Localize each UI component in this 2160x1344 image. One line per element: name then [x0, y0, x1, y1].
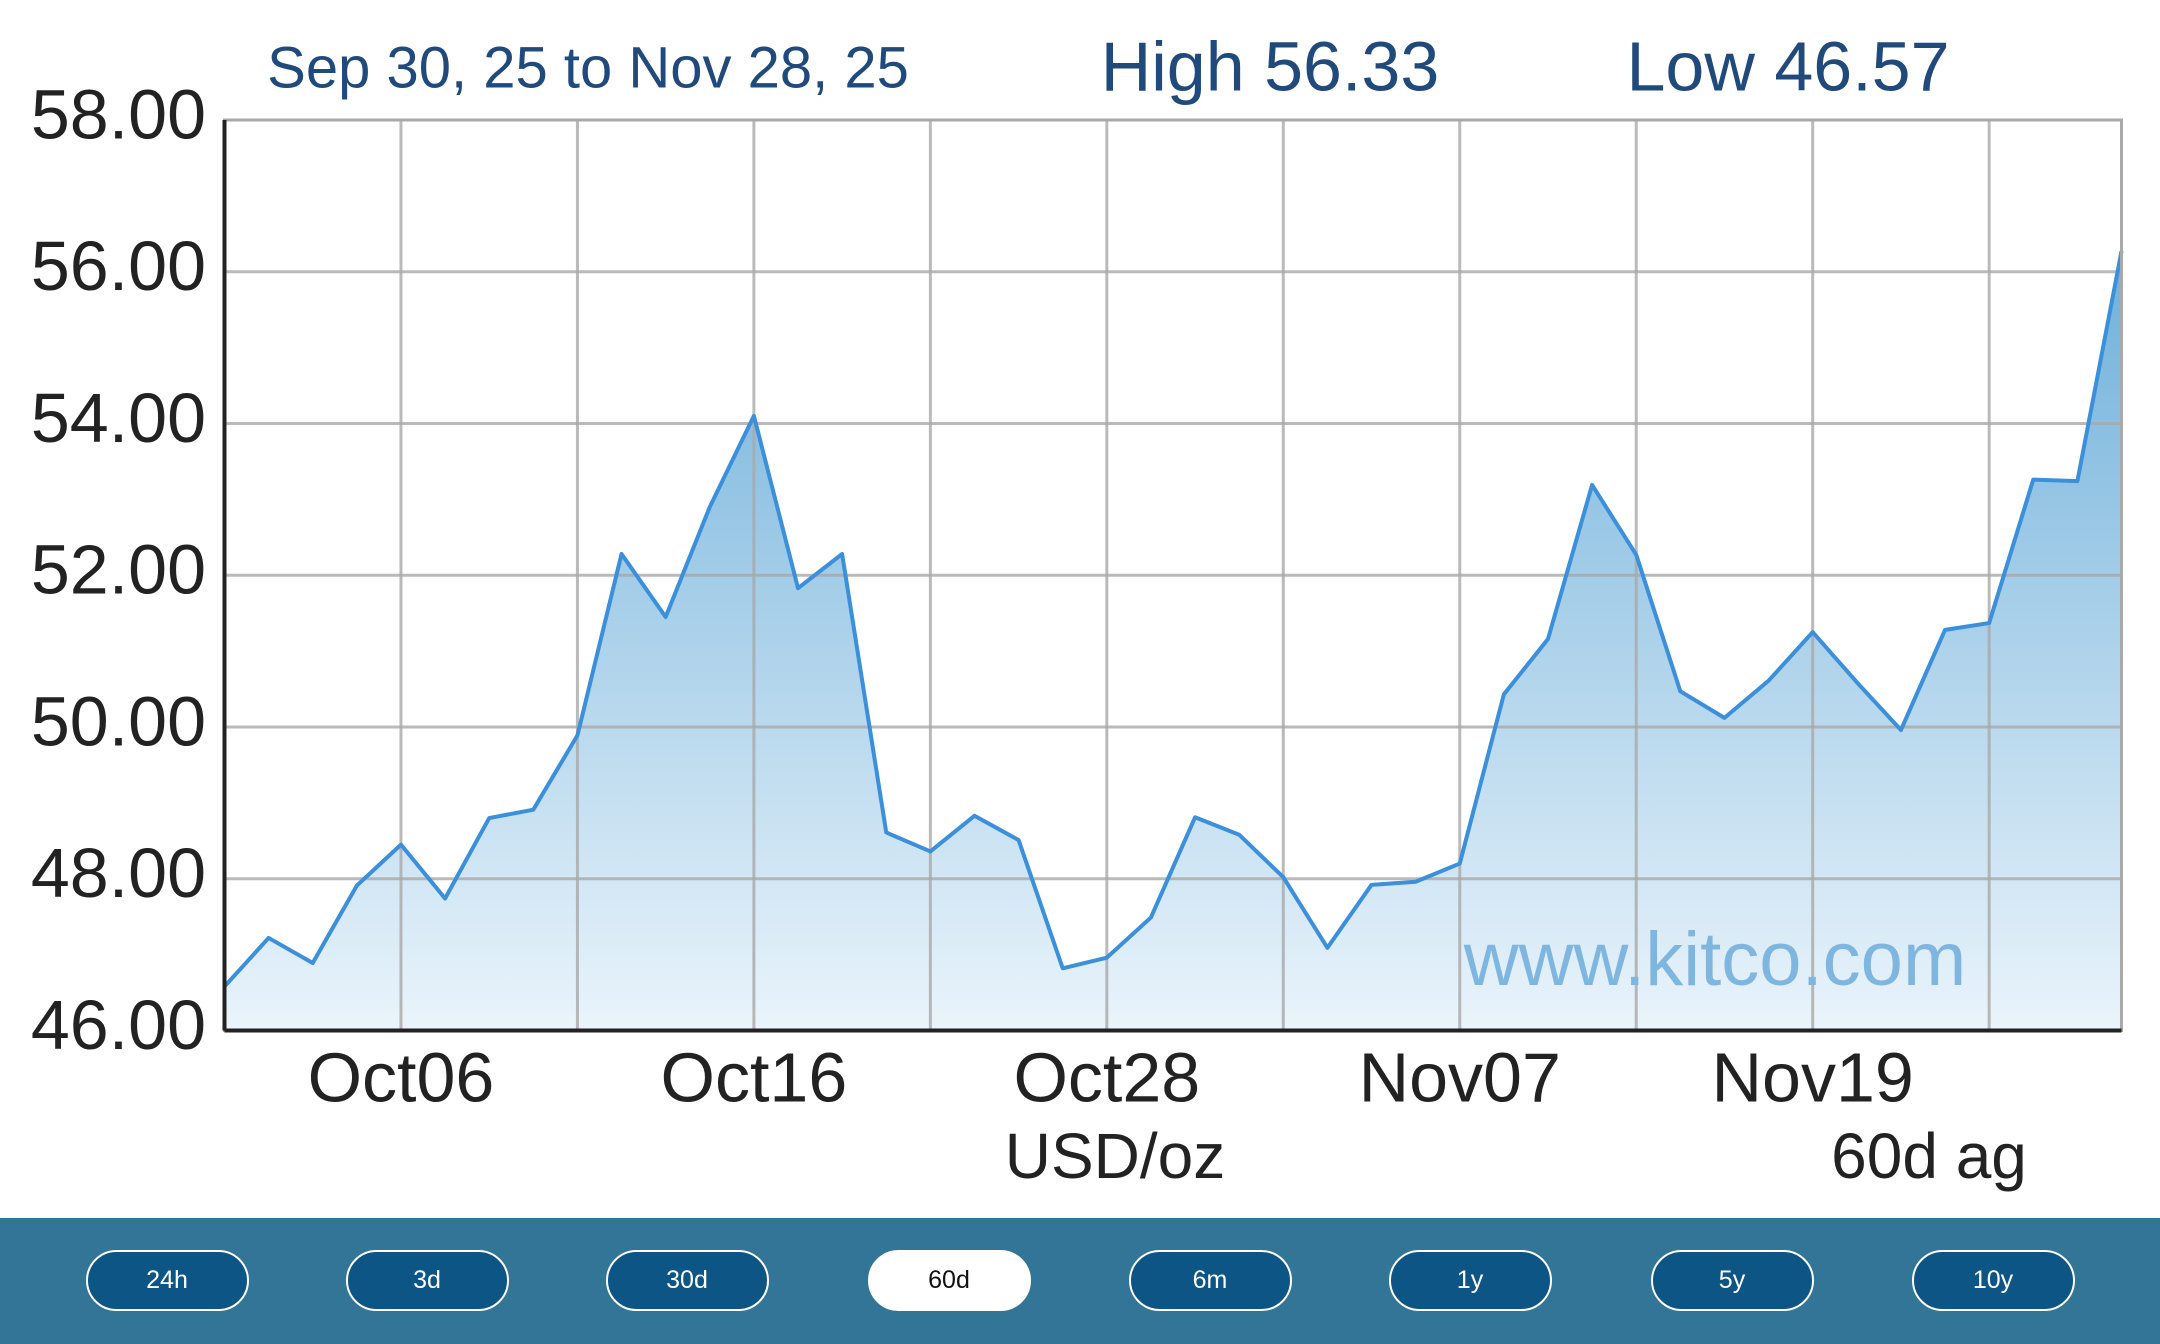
area-fill — [224, 251, 2122, 1031]
y-tick-label: 48.00 — [31, 834, 206, 912]
price-line — [223, 250, 2124, 988]
range-button[interactable]: 30d — [605, 1250, 769, 1311]
y-tick-label: 50.00 — [31, 682, 206, 760]
range-bar: 24h 3d 30d 60d 6m 1y 5y 10y — [0, 1218, 2160, 1344]
x-tick-label: Oct06 — [308, 1038, 495, 1116]
period-label: 60d ag — [1831, 1120, 2027, 1192]
range-button[interactable]: 5y — [1650, 1250, 1814, 1311]
range-button[interactable]: 60d — [867, 1250, 1031, 1311]
x-tick-label: Nov19 — [1712, 1038, 1914, 1116]
x-tick-label: Nov07 — [1359, 1038, 1561, 1116]
low-label: Low 46.57 — [1626, 27, 1949, 105]
subtitle: Sep 30, 25 to Nov 28, 25 — [267, 35, 909, 100]
y-tick-label: 52.00 — [31, 531, 206, 609]
range-button[interactable]: 6m — [1128, 1250, 1292, 1311]
high-label: High 56.33 — [1101, 27, 1440, 105]
y-tick-label: 56.00 — [31, 227, 206, 305]
chart: Sep 30, 25 to Nov 28, 25 High 56.33 Low … — [31, 27, 2124, 1192]
y-tick-label: 54.00 — [31, 379, 206, 457]
range-button[interactable]: 10y — [1911, 1250, 2075, 1311]
range-button[interactable]: 3d — [345, 1250, 509, 1311]
range-button[interactable]: 24h — [85, 1250, 249, 1311]
range-button[interactable]: 1y — [1388, 1250, 1552, 1311]
y-tick-label: 58.00 — [31, 75, 206, 153]
watermark: www.kitco.com — [1463, 917, 1967, 1002]
y-unit-label: USD/oz — [1005, 1120, 1226, 1192]
x-tick-label: Oct16 — [661, 1038, 848, 1116]
y-tick-label: 46.00 — [31, 986, 206, 1064]
x-tick-label: Oct28 — [1013, 1038, 1200, 1116]
